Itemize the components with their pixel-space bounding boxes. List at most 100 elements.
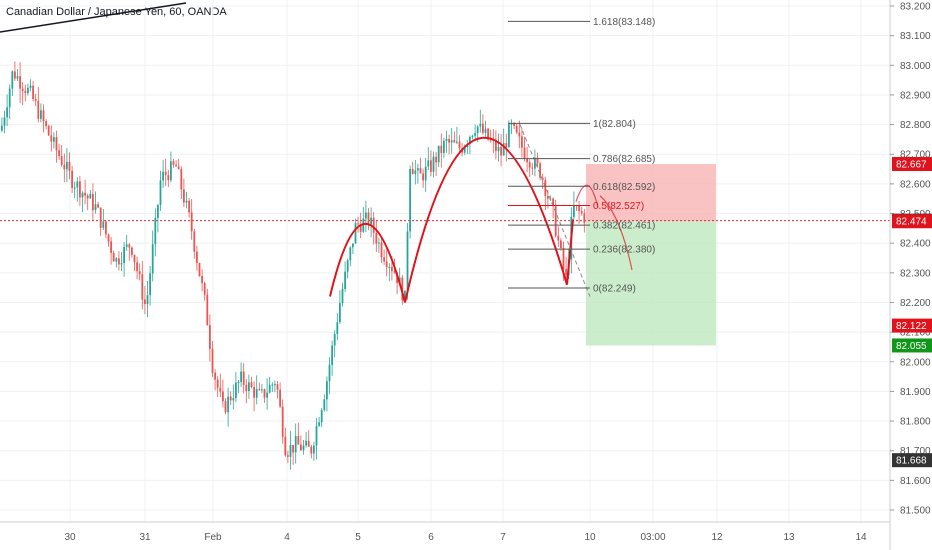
- candle: [97, 201, 99, 209]
- candle-body: [440, 145, 443, 153]
- candle-body: [443, 140, 445, 153]
- candle: [430, 150, 432, 177]
- candle: [557, 226, 560, 247]
- candle: [365, 200, 367, 233]
- candle-body: [99, 207, 102, 228]
- candle-body: [190, 212, 193, 232]
- candle-body: [456, 141, 458, 143]
- candle-body: [521, 136, 523, 148]
- candle-body: [6, 107, 8, 118]
- time-tick-label: Feb: [204, 532, 222, 543]
- candle-body: [284, 436, 287, 456]
- candle: [211, 340, 214, 377]
- candle-body: [557, 235, 560, 241]
- candle: [237, 380, 240, 394]
- candle: [136, 256, 138, 280]
- candle: [276, 380, 279, 399]
- candle-body: [123, 246, 125, 264]
- candle: [16, 68, 19, 82]
- candle-body: [146, 295, 149, 305]
- candle-body: [263, 389, 266, 398]
- candle-body: [154, 217, 157, 245]
- candle-body: [24, 90, 27, 94]
- candle: [219, 373, 222, 398]
- candle-body: [372, 217, 375, 233]
- candle-body: [211, 348, 214, 373]
- fib-level-label: 0.786(82.685): [593, 154, 655, 165]
- candle: [437, 145, 440, 168]
- candle: [385, 246, 388, 277]
- candle-body: [385, 261, 388, 268]
- candle-body: [336, 322, 339, 334]
- candle: [123, 241, 125, 277]
- candle: [443, 137, 445, 159]
- candle-body: [183, 189, 185, 203]
- candle: [42, 104, 45, 133]
- candle-body: [320, 410, 323, 423]
- candle: [539, 161, 541, 181]
- candle: [102, 208, 105, 231]
- candle-body: [34, 98, 37, 101]
- candle-body: [318, 422, 320, 426]
- candle: [344, 261, 346, 293]
- arc-head: [404, 136, 568, 303]
- candle: [128, 243, 131, 261]
- candles: [1, 61, 586, 470]
- candle: [346, 258, 349, 279]
- candle-body: [258, 389, 261, 391]
- candle-body: [502, 143, 505, 156]
- candle-body: [476, 126, 479, 134]
- candle-body: [500, 146, 502, 156]
- price-tick-label: 81.500: [900, 505, 931, 516]
- candle-body: [53, 137, 55, 142]
- candle: [409, 165, 411, 239]
- candle: [479, 109, 482, 133]
- candle: [206, 288, 209, 326]
- candle: [242, 363, 245, 394]
- candle-body: [84, 192, 86, 196]
- candle-body: [276, 384, 279, 390]
- candle-body: [107, 234, 110, 242]
- candle: [287, 450, 289, 464]
- candle-body: [352, 243, 354, 248]
- candle: [58, 143, 60, 161]
- candle: [224, 398, 227, 415]
- price-badge: 82.667: [892, 157, 932, 172]
- candle-body: [341, 289, 344, 304]
- candle-body: [105, 221, 107, 235]
- candle-body: [66, 161, 68, 170]
- candle-body: [281, 406, 284, 437]
- candle-body: [1, 125, 3, 131]
- candle: [266, 378, 268, 410]
- candle: [380, 235, 383, 263]
- candle: [328, 357, 331, 395]
- candle-body: [383, 257, 385, 262]
- candle: [105, 220, 107, 239]
- candle: [284, 427, 287, 457]
- candle-body: [487, 128, 489, 140]
- candle-body: [235, 382, 237, 399]
- candle: [40, 103, 42, 123]
- candle-body: [11, 71, 14, 89]
- candle: [151, 230, 154, 282]
- candle-body: [297, 436, 300, 445]
- candle-body: [365, 212, 367, 219]
- candle: [261, 384, 263, 394]
- candle: [440, 133, 443, 168]
- candle: [222, 379, 224, 408]
- candle: [196, 245, 198, 271]
- time-tick-label: 30: [64, 532, 76, 543]
- candle-body: [411, 169, 414, 175]
- candle: [84, 179, 86, 205]
- candle: [414, 159, 417, 185]
- candle: [99, 207, 102, 236]
- candle: [27, 83, 29, 96]
- candle-body: [115, 258, 118, 262]
- candle-body: [354, 223, 357, 244]
- price-tick-label: 82.200: [900, 298, 931, 309]
- candle-body: [513, 123, 515, 126]
- candle: [508, 120, 510, 148]
- candle: [367, 208, 370, 231]
- candle-body: [232, 398, 235, 401]
